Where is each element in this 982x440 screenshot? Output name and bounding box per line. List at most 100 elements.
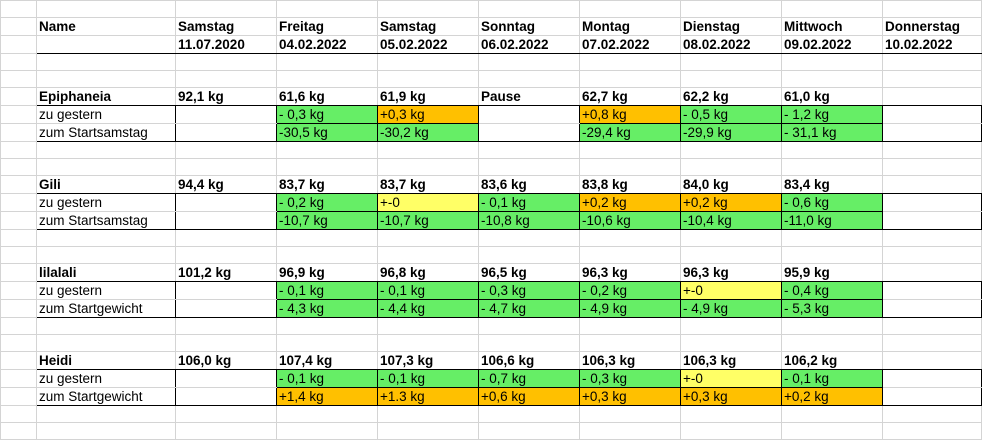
empty-cell[interactable] — [579, 53, 681, 71]
empty-cell[interactable] — [175, 70, 277, 88]
empty-cell[interactable] — [36, 35, 176, 54]
weight-cell[interactable]: 83,7 kg — [276, 175, 378, 194]
empty-cell[interactable] — [680, 229, 782, 247]
empty-cell[interactable] — [882, 53, 982, 71]
delta-cell[interactable] — [175, 369, 277, 388]
empty-cell[interactable] — [680, 422, 782, 440]
empty-cell[interactable] — [175, 229, 277, 247]
weight-cell[interactable]: 92,1 kg — [175, 87, 277, 106]
delta-cell[interactable]: - 0,6 kg — [781, 193, 883, 212]
empty-cell[interactable] — [882, 246, 982, 264]
empty-cell[interactable] — [781, 246, 883, 264]
weekday-header[interactable]: Mittwoch — [781, 17, 883, 36]
empty-cell[interactable] — [579, 0, 681, 18]
delta-cell[interactable]: - 0,2 kg — [276, 193, 378, 212]
row-margin-cell[interactable] — [0, 263, 37, 282]
weight-cell[interactable]: 84,0 kg — [680, 175, 782, 194]
empty-cell[interactable] — [478, 0, 580, 18]
delta-cell[interactable]: - 4,9 kg — [680, 299, 782, 318]
empty-cell[interactable] — [781, 229, 883, 247]
date-header[interactable]: 04.02.2022 — [276, 35, 378, 54]
weight-cell[interactable]: 96,8 kg — [377, 263, 479, 282]
empty-cell[interactable] — [478, 158, 580, 176]
empty-cell[interactable] — [882, 405, 982, 423]
delta-cell[interactable] — [175, 281, 277, 300]
weight-cell[interactable]: Pause — [478, 87, 580, 106]
date-header[interactable]: 07.02.2022 — [579, 35, 681, 54]
delta-cell[interactable] — [175, 123, 277, 142]
delta-cell[interactable]: -10,7 kg — [276, 211, 378, 230]
row-margin-cell[interactable] — [0, 211, 37, 230]
weight-cell[interactable]: 83,8 kg — [579, 175, 681, 194]
empty-cell[interactable] — [0, 405, 37, 423]
empty-cell[interactable] — [377, 317, 479, 335]
empty-cell[interactable] — [781, 53, 883, 71]
delta-cell[interactable] — [882, 123, 982, 142]
empty-cell[interactable] — [36, 422, 176, 440]
empty-cell[interactable] — [579, 334, 681, 352]
empty-cell[interactable] — [781, 70, 883, 88]
weight-cell[interactable]: 83,4 kg — [781, 175, 883, 194]
delta-cell[interactable]: -10,8 kg — [478, 211, 580, 230]
delta-cell[interactable]: -11,0 kg — [781, 211, 883, 230]
empty-cell[interactable] — [579, 422, 681, 440]
detail-label[interactable]: zu gestern — [36, 193, 176, 212]
weight-cell[interactable] — [882, 351, 982, 370]
empty-cell[interactable] — [579, 317, 681, 335]
empty-cell[interactable] — [377, 229, 479, 247]
delta-cell[interactable] — [175, 193, 277, 212]
empty-cell[interactable] — [175, 317, 277, 335]
empty-cell[interactable] — [680, 405, 782, 423]
empty-cell[interactable] — [781, 141, 883, 159]
delta-cell[interactable]: - 0,1 kg — [377, 281, 479, 300]
delta-cell[interactable] — [882, 387, 982, 406]
empty-cell[interactable] — [276, 53, 378, 71]
delta-cell[interactable]: - 0,1 kg — [377, 369, 479, 388]
delta-cell[interactable] — [478, 105, 580, 124]
empty-cell[interactable] — [377, 334, 479, 352]
empty-cell[interactable] — [377, 70, 479, 88]
row-margin-cell[interactable] — [0, 281, 37, 300]
weight-cell[interactable]: 62,7 kg — [579, 87, 681, 106]
row-margin-cell[interactable] — [0, 387, 37, 406]
empty-cell[interactable] — [680, 0, 782, 18]
delta-cell[interactable]: +-0 — [377, 193, 479, 212]
delta-cell[interactable]: - 0,7 kg — [478, 369, 580, 388]
empty-cell[interactable] — [579, 158, 681, 176]
delta-cell[interactable]: - 31,1 kg — [781, 123, 883, 142]
weight-cell[interactable]: 106,6 kg — [478, 351, 580, 370]
empty-cell[interactable] — [882, 158, 982, 176]
weight-cell[interactable]: 96,3 kg — [579, 263, 681, 282]
empty-cell[interactable] — [276, 246, 378, 264]
empty-cell[interactable] — [0, 334, 37, 352]
person-name[interactable]: lilalali — [36, 263, 176, 282]
empty-cell[interactable] — [175, 405, 277, 423]
empty-cell[interactable] — [478, 141, 580, 159]
empty-cell[interactable] — [680, 317, 782, 335]
empty-cell[interactable] — [680, 141, 782, 159]
delta-cell[interactable]: +0,6 kg — [478, 387, 580, 406]
empty-cell[interactable] — [478, 422, 580, 440]
date-header[interactable]: 11.07.2020 — [175, 35, 277, 54]
empty-cell[interactable] — [579, 141, 681, 159]
empty-cell[interactable] — [882, 229, 982, 247]
weekday-header[interactable]: Montag — [579, 17, 681, 36]
weekday-header[interactable]: Samstag — [175, 17, 277, 36]
date-header[interactable]: 08.02.2022 — [680, 35, 782, 54]
empty-cell[interactable] — [377, 141, 479, 159]
weight-cell[interactable]: 95,9 kg — [781, 263, 883, 282]
delta-cell[interactable] — [882, 211, 982, 230]
delta-cell[interactable]: +1,4 kg — [276, 387, 378, 406]
empty-cell[interactable] — [36, 53, 176, 71]
delta-cell[interactable] — [882, 193, 982, 212]
weight-cell[interactable]: 106,2 kg — [781, 351, 883, 370]
empty-cell[interactable] — [276, 158, 378, 176]
empty-cell[interactable] — [36, 0, 176, 18]
delta-cell[interactable]: +1.3 kg — [377, 387, 479, 406]
empty-cell[interactable] — [478, 405, 580, 423]
empty-cell[interactable] — [882, 0, 982, 18]
empty-cell[interactable] — [0, 0, 37, 18]
detail-label[interactable]: zum Startsamstag — [36, 211, 176, 230]
person-name[interactable]: Epiphaneia — [36, 87, 176, 106]
empty-cell[interactable] — [882, 141, 982, 159]
